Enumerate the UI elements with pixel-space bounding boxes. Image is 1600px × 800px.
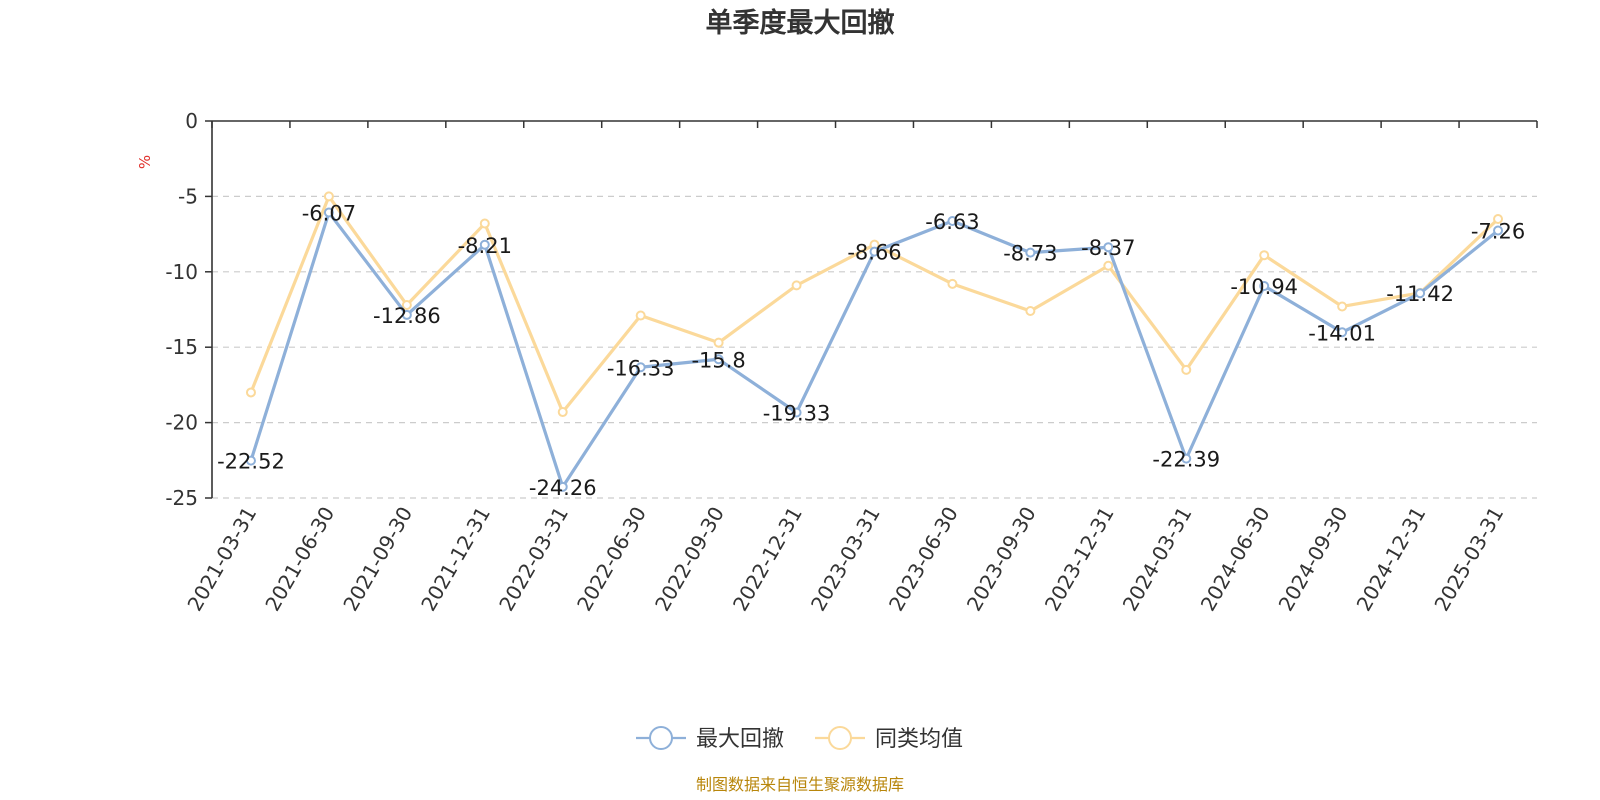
source-note: 制图数据来自恒生聚源数据库 xyxy=(696,775,904,794)
data-point xyxy=(245,387,256,398)
data-label: -11.42 xyxy=(1386,282,1454,306)
y-tick-labels: 0 -5 -10 -15 -20 -25 xyxy=(165,109,198,510)
data-point xyxy=(791,407,802,418)
legend-label: 同类均值 xyxy=(875,727,963,752)
chart-title: 单季度最大回撤 xyxy=(706,7,895,39)
data-label: -8.73 xyxy=(1003,242,1057,266)
data-point xyxy=(1103,260,1114,271)
data-point xyxy=(323,191,334,202)
y-tick-label: -25 xyxy=(165,486,198,510)
data-point xyxy=(479,218,490,229)
data-label: -22.39 xyxy=(1152,448,1220,472)
data-point xyxy=(635,362,646,373)
x-tick-label: 2021-09-30 xyxy=(338,502,417,615)
x-tick-label: 2025-03-31 xyxy=(1429,503,1508,616)
y-tick-label: 0 xyxy=(185,109,198,133)
legend-item-0[interactable]: 最大回撤 xyxy=(636,726,784,752)
data-point xyxy=(1337,327,1348,338)
data-label: -14.01 xyxy=(1308,321,1376,345)
data-label: -12.86 xyxy=(373,304,441,328)
x-tick-label: 2023-06-30 xyxy=(884,503,963,616)
data-label: -16.33 xyxy=(607,356,675,380)
data-point xyxy=(1103,242,1114,253)
data-label: -8.66 xyxy=(847,241,901,265)
grid-lines xyxy=(205,120,1537,499)
data-label: -8.37 xyxy=(1081,236,1135,260)
data-label: -7.26 xyxy=(1471,219,1525,243)
data-point xyxy=(947,278,958,289)
data-point xyxy=(557,407,568,418)
x-tick-label: 2024-03-31 xyxy=(1118,503,1197,616)
data-point xyxy=(1181,453,1192,464)
legend-item-1[interactable]: 同类均值 xyxy=(815,726,963,752)
axes xyxy=(211,120,1538,498)
data-label: -24.26 xyxy=(529,476,597,500)
data-point xyxy=(245,455,256,466)
y-tick-label: -10 xyxy=(165,260,198,284)
legend[interactable]: 最大回撤 同类均值 xyxy=(636,726,963,752)
y-tick-label: -15 xyxy=(165,335,198,359)
y-tick-label: -20 xyxy=(165,411,198,435)
data-label: -10.94 xyxy=(1230,275,1298,299)
x-tick-label: 2023-12-31 xyxy=(1040,503,1119,616)
data-point xyxy=(1337,301,1348,312)
data-label: -8.21 xyxy=(458,234,512,258)
data-point xyxy=(1415,288,1426,299)
data-point xyxy=(323,207,334,218)
x-tick-label: 2022-03-31 xyxy=(494,503,573,616)
data-label: -19.33 xyxy=(763,401,831,425)
data-point xyxy=(401,309,412,320)
data-label: -6.07 xyxy=(302,202,356,226)
data-point xyxy=(635,310,646,321)
y-tick-label: -5 xyxy=(178,184,198,208)
x-tick-label: 2024-12-31 xyxy=(1352,503,1431,616)
data-point xyxy=(869,246,880,257)
data-point xyxy=(479,239,490,250)
data-label: -22.52 xyxy=(217,450,285,474)
x-tick-label: 2021-06-30 xyxy=(260,503,339,616)
y-axis-unit: % xyxy=(136,155,154,169)
data-labels: -22.52 -6.07 -12.86 -8.21 -24.26 -16.33 -15.8 -… xyxy=(217,202,1525,500)
x-tick-label: 2024-06-30 xyxy=(1196,503,1275,616)
data-point xyxy=(947,215,958,226)
x-tick-labels: 2021-03-31 2021-06-30 2021-09-30 2021-12-31… xyxy=(182,502,1508,615)
legend-marker xyxy=(828,726,852,750)
data-point xyxy=(1493,225,1504,236)
data-label: -15.8 xyxy=(691,348,745,372)
data-point xyxy=(713,337,724,348)
legend-marker xyxy=(649,726,673,750)
data-point xyxy=(1259,250,1270,261)
data-point xyxy=(713,354,724,365)
x-tick-label: 2021-03-31 xyxy=(182,503,261,616)
data-point xyxy=(1259,280,1270,291)
data-point xyxy=(791,280,802,291)
x-tick-label: 2023-09-30 xyxy=(962,503,1041,616)
x-tick-label: 2023-03-31 xyxy=(806,503,885,616)
x-tick-label: 2024-09-30 xyxy=(1274,503,1353,616)
data-label: -6.63 xyxy=(925,210,979,234)
data-point xyxy=(1025,247,1036,258)
legend-label: 最大回撤 xyxy=(696,727,784,752)
x-tick-label: 2021-12-31 xyxy=(416,503,495,616)
data-point xyxy=(401,299,412,310)
x-tick-label: 2022-06-30 xyxy=(572,503,651,616)
data-point xyxy=(1181,364,1192,375)
data-point xyxy=(1025,306,1036,317)
series-group xyxy=(245,191,1504,492)
x-tick-label: 2022-12-31 xyxy=(728,503,807,616)
data-point xyxy=(1493,214,1504,225)
data-point xyxy=(557,481,568,492)
x-tick-label: 2022-09-30 xyxy=(650,503,729,616)
